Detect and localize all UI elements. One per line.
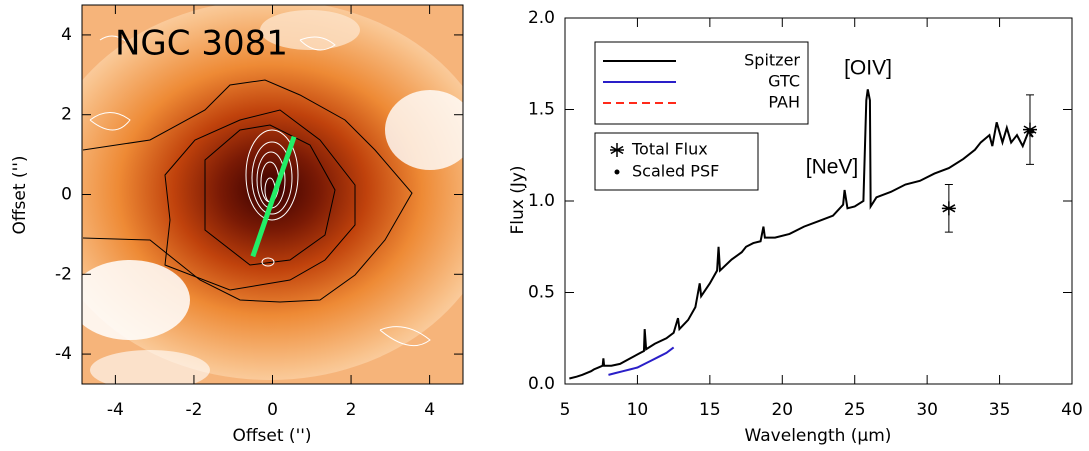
x-tick-label: 25 [844, 400, 866, 420]
x-tick-label: 30 [916, 400, 938, 420]
data-point [1030, 129, 1035, 134]
slit-line [250, 135, 297, 258]
spectrum-line [608, 346, 675, 376]
legend-label: Spitzer [744, 51, 800, 70]
y-tick-label: -2 [55, 264, 72, 284]
y-tick-label: 1.0 [528, 191, 555, 211]
y-axis-label: Flux (Jy) [508, 165, 528, 234]
y-tick-label: 0.0 [528, 374, 555, 394]
x-tick-label: 20 [771, 400, 793, 420]
plot-frame [564, 17, 1073, 385]
legend-swatch [610, 143, 624, 157]
x-tick-label: 35 [989, 400, 1011, 420]
legend-swatch [614, 169, 620, 175]
x-tick-label: 15 [699, 400, 721, 420]
y-tick-label: -4 [55, 344, 72, 364]
annotation: [NeV] [806, 156, 859, 179]
legend-label: Total Flux [631, 140, 708, 159]
x-axis-label: Offset ('') [232, 426, 311, 446]
annotation: [OIV] [844, 57, 892, 80]
y-tick-label: 2.0 [528, 8, 555, 28]
x-tick-label: 5 [560, 400, 571, 420]
legend-label: GTC [768, 72, 800, 91]
data-point [941, 201, 956, 216]
y-tick-label: 2 [61, 105, 72, 125]
x-axis-label: Wavelength (μm) [745, 426, 892, 446]
legend-label: Scaled PSF [632, 162, 719, 181]
image-title: NGC 3081 [115, 24, 288, 64]
y-axis-label: Offset ('') [10, 155, 30, 234]
y-tick-label: 0.5 [528, 283, 555, 303]
y-tick-label: 1.5 [528, 100, 555, 120]
x-tick-label: -2 [185, 400, 202, 420]
legend-box [594, 132, 759, 191]
legend-label: PAH [768, 93, 800, 112]
spectrum-line [569, 89, 1034, 380]
x-tick-label: 40 [1061, 400, 1083, 420]
x-tick-label: 0 [267, 400, 278, 420]
x-tick-label: 10 [627, 400, 649, 420]
y-tick-label: 0 [61, 185, 72, 205]
x-tick-label: -4 [107, 400, 124, 420]
x-tick-label: 2 [346, 400, 357, 420]
x-tick-label: 4 [424, 400, 435, 420]
data-point [1022, 122, 1037, 137]
legend-box [594, 41, 809, 125]
heat-map: NGC 3081 [82, 5, 463, 384]
y-tick-label: 4 [61, 25, 72, 45]
